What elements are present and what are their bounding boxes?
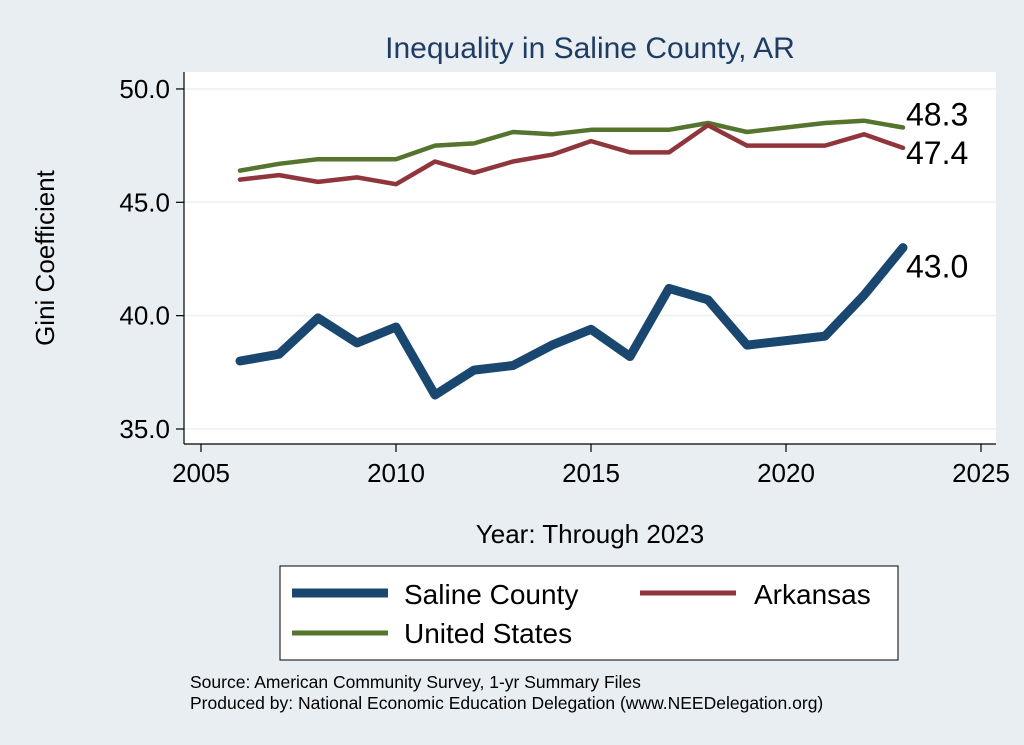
x-axis-title: Year: Through 2023 bbox=[476, 519, 704, 549]
chart-title: Inequality in Saline County, AR bbox=[385, 32, 795, 65]
series-line-united-states bbox=[237, 118, 906, 173]
series-layer: 48.347.4 43.0 bbox=[235, 96, 968, 400]
y-tick-label: 35.0 bbox=[119, 414, 170, 444]
end-label-arkansas: 47.4 bbox=[906, 135, 968, 171]
x-tick-label: 2025 bbox=[952, 458, 1010, 488]
series-line-saline-county bbox=[235, 243, 908, 400]
end-label-united-states: 48.3 bbox=[906, 96, 968, 132]
end-label-saline-county: 43.0 bbox=[906, 249, 968, 285]
producer-note: Produced by: National Economic Education… bbox=[190, 693, 823, 713]
legend-label-arkansas: Arkansas bbox=[754, 579, 871, 610]
y-tick-label: 40.0 bbox=[119, 301, 170, 331]
legend-box bbox=[279, 565, 899, 661]
grid-layer: 35.0 40.0 45.0 50.0 2005 2010 2015 2020 2025 bbox=[119, 74, 1010, 488]
x-tick-label: 2020 bbox=[757, 458, 815, 488]
x-tick-label: 2015 bbox=[562, 458, 620, 488]
legend-label-united-states: United States bbox=[404, 618, 572, 649]
series-line-arkansas bbox=[237, 122, 906, 187]
y-tick-label: 50.0 bbox=[119, 74, 170, 104]
x-tick-label: 2010 bbox=[367, 458, 425, 488]
y-axis-title: Gini Coefficient bbox=[30, 169, 60, 346]
legend-label-saline-county: Saline County bbox=[404, 579, 578, 610]
legend: Saline County Arkansas United States bbox=[279, 565, 899, 661]
y-tick-label: 45.0 bbox=[119, 187, 170, 217]
x-tick-label: 2005 bbox=[172, 458, 230, 488]
source-note: Source: American Community Survey, 1-yr … bbox=[190, 672, 641, 692]
